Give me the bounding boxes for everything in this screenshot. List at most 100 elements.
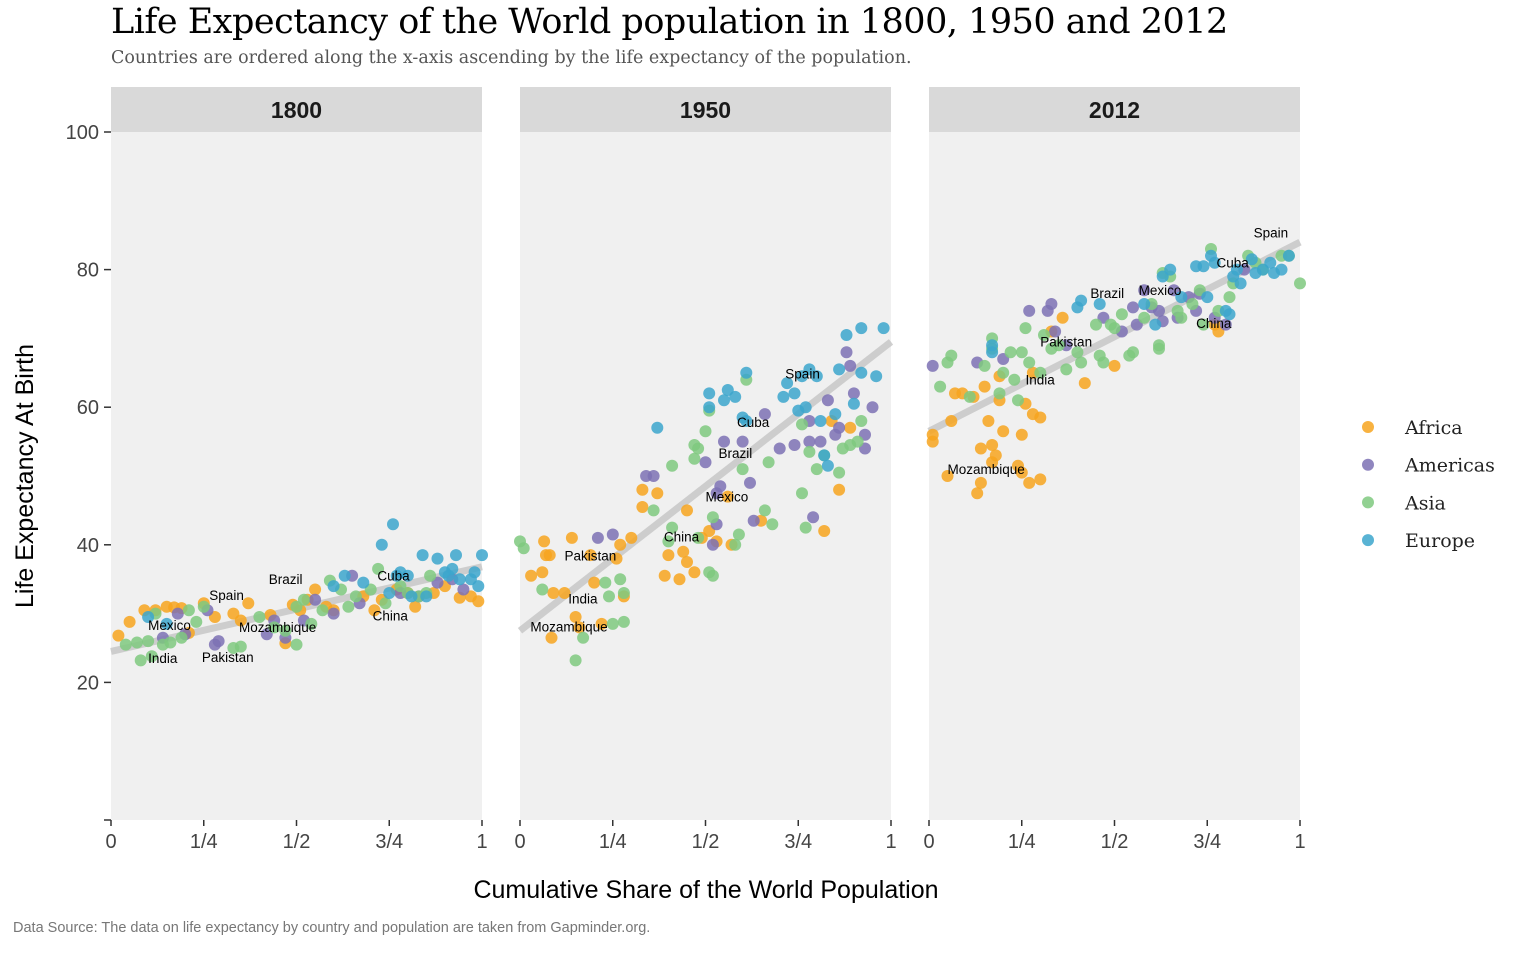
data-point (545, 631, 558, 644)
data-point (145, 650, 158, 663)
facet-panel-2012: 2012 Spain Cuba Brazil Mexico China Pakistan In… (923, 87, 1306, 853)
data-point (112, 629, 125, 642)
chart-caption: Data Source: The data on life expectancy… (13, 920, 651, 936)
data-point (1230, 263, 1243, 276)
data-point (547, 587, 560, 599)
data-point (651, 421, 664, 434)
country-label: Brazil (1090, 286, 1124, 301)
data-point (1049, 325, 1062, 338)
data-point (1004, 346, 1017, 359)
data-point (788, 439, 801, 451)
data-point (777, 390, 790, 403)
data-point (870, 370, 883, 383)
data-point (1219, 318, 1232, 331)
data-point (405, 590, 418, 603)
legend-label: Europe (1405, 530, 1475, 552)
data-point (401, 569, 414, 582)
data-point (446, 562, 459, 575)
data-point (131, 636, 143, 649)
data-point (1197, 318, 1210, 331)
data-point (290, 638, 303, 651)
x-tick-label: 1/2 (283, 831, 311, 853)
data-point (821, 394, 834, 407)
data-point (703, 401, 716, 414)
data-point (297, 593, 310, 606)
data-point (688, 452, 701, 465)
data-point (1034, 411, 1047, 424)
data-point (799, 521, 812, 534)
data-point (1127, 346, 1139, 359)
data-point (821, 459, 834, 472)
data-point (234, 614, 247, 627)
country-label: Cuba (737, 415, 770, 430)
data-point (1282, 249, 1295, 262)
data-point (387, 518, 399, 531)
data-point (744, 476, 756, 489)
data-point (372, 562, 385, 575)
data-point (818, 525, 831, 537)
data-point (833, 363, 846, 376)
data-point (934, 380, 947, 393)
data-point (978, 359, 991, 372)
data-point (666, 521, 679, 534)
data-point (963, 390, 976, 403)
data-point (584, 549, 597, 562)
x-tick-label: 1/4 (599, 831, 627, 853)
facet-panel-1800: 1800 Spain Brazil Cuba Mexico Mozambique China… (105, 87, 488, 853)
data-point (468, 566, 481, 579)
data-point (651, 487, 664, 500)
data-point (538, 535, 551, 548)
legend-key (1362, 458, 1374, 471)
data-point (773, 442, 786, 455)
x-tick-label: 0 (105, 831, 116, 853)
data-point (714, 480, 727, 493)
data-point (175, 631, 188, 644)
country-label: Mexico (706, 490, 749, 505)
country-label: Pakistan (1040, 335, 1092, 350)
data-point (855, 322, 868, 335)
data-point (729, 538, 742, 551)
data-point (368, 604, 381, 617)
chart-subtitle: Countries are ordered along the x-axis a… (111, 48, 912, 68)
country-label: Mexico (1139, 283, 1182, 298)
data-point (379, 597, 392, 610)
data-point (986, 439, 999, 451)
data-point (1060, 363, 1073, 376)
data-point (1015, 346, 1028, 359)
country-label: China (373, 609, 409, 624)
data-point (1175, 291, 1188, 304)
data-point (375, 538, 388, 551)
data-point (253, 611, 266, 623)
data-point (357, 576, 370, 589)
data-point (1090, 318, 1102, 331)
data-point (706, 538, 719, 551)
data-point (847, 387, 860, 400)
x-tick-label: 1/4 (1008, 831, 1036, 853)
data-point (941, 470, 954, 482)
country-label: Spain (785, 366, 820, 381)
data-point (1008, 373, 1021, 386)
data-point (123, 615, 136, 628)
facet-strip (929, 87, 1300, 132)
data-point (796, 418, 808, 431)
data-point (1075, 356, 1088, 369)
y-tick-label: 20 (77, 672, 99, 694)
data-point (799, 401, 812, 414)
data-point (945, 349, 958, 362)
data-point (606, 528, 619, 541)
data-point (1223, 308, 1236, 321)
chart-title: Life Expectancy of the World population … (111, 2, 1228, 42)
data-point (803, 435, 816, 448)
data-point (788, 387, 801, 400)
country-label: Brazil (719, 446, 753, 461)
data-point (974, 442, 987, 455)
data-point (1108, 322, 1121, 335)
data-point (1201, 291, 1214, 304)
data-point (855, 415, 868, 427)
data-point (234, 640, 247, 653)
data-point (803, 445, 816, 458)
data-point (424, 569, 437, 582)
data-point (692, 531, 705, 544)
country-label: China (664, 529, 700, 544)
